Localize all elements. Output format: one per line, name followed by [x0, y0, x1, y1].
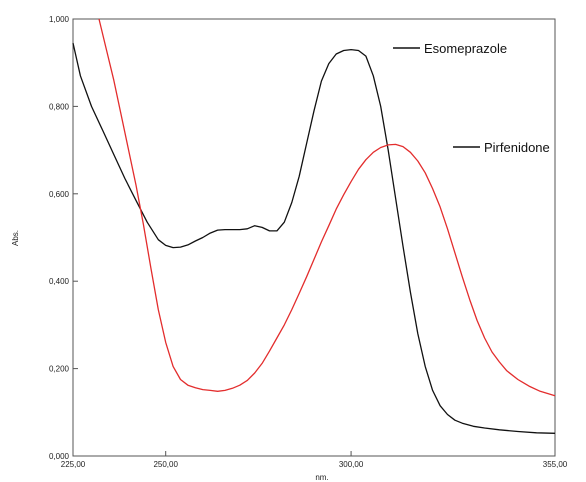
- y-tick-label: 0,600: [49, 190, 70, 199]
- legend-esomeprazole: Esomeprazole: [393, 41, 507, 56]
- x-tick-label: 250,00: [153, 460, 178, 469]
- y-axis-title: Abs.: [11, 230, 20, 246]
- x-tick-label: 225,00: [61, 460, 86, 469]
- x-axis-title: nm.: [315, 473, 328, 482]
- y-tick-label: 0,800: [49, 102, 70, 111]
- legend-label-esomeprazole: Esomeprazole: [424, 41, 507, 56]
- series-line-esomeprazole: [72, 42, 556, 434]
- series-lines: [72, 18, 556, 434]
- x-axis: 225,00 250,00 300,00 355,00: [61, 451, 568, 469]
- y-tick-label: 1,000: [49, 15, 70, 24]
- plot-frame: [72, 18, 556, 457]
- y-tick-label: 0,400: [49, 277, 70, 286]
- y-tick-label: 0,000: [49, 452, 70, 461]
- y-tick-label: 0,200: [49, 365, 70, 374]
- x-tick-label: 300,00: [339, 460, 364, 469]
- series-line-pirfenidone: [98, 18, 556, 397]
- legend-pirfenidone: Pirfenidone: [453, 140, 550, 155]
- legend-label-pirfenidone: Pirfenidone: [484, 140, 550, 155]
- y-axis: 0,000 0,200 0,400 0,600 0,800 1,000: [49, 15, 78, 461]
- x-tick-label: 355,00: [543, 460, 568, 469]
